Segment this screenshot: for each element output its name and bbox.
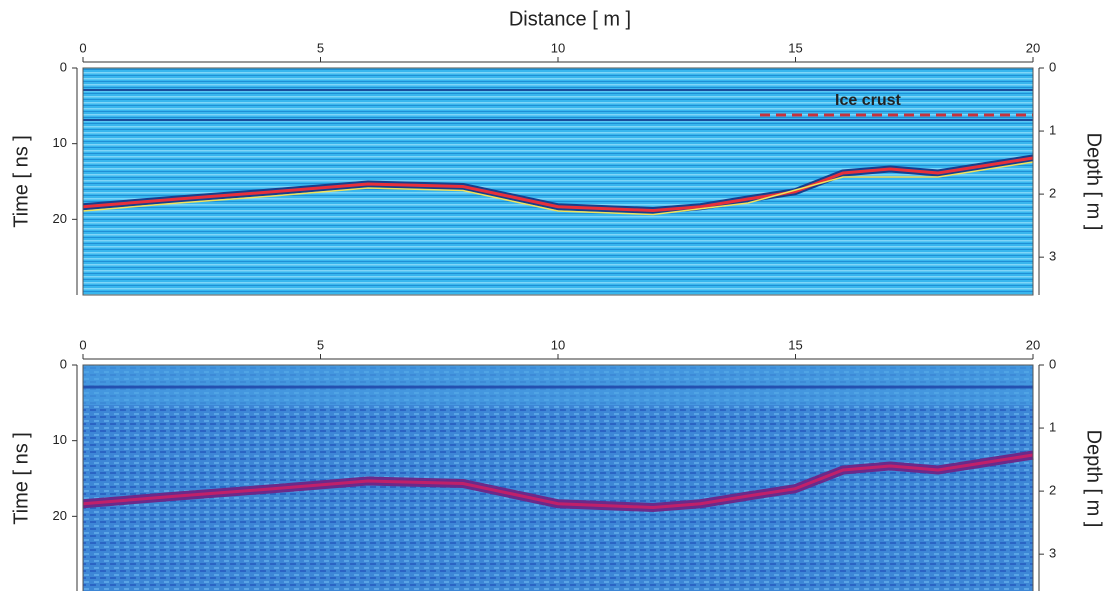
x-tick-label: 15: [788, 40, 802, 55]
y2-tick-label: 2: [1049, 186, 1056, 201]
y2-tick-label: 2: [1049, 483, 1056, 498]
x-tick-label: 10: [551, 40, 565, 55]
y2-tick-label: 3: [1049, 546, 1056, 561]
y-axis-title: Time [ ns ]: [10, 432, 32, 525]
x-axis-title: Distance [ m ]: [509, 8, 631, 30]
y-tick-label: 20: [53, 211, 67, 226]
y2-axis-title: Depth [ m ]: [1083, 430, 1105, 528]
x-tick-label: 5: [317, 40, 324, 55]
panel-background: [83, 365, 1033, 591]
y2-tick-label: 3: [1049, 249, 1056, 264]
y-tick-label: 10: [53, 432, 67, 447]
x-tick-label: 0: [79, 40, 86, 55]
y2-tick-label: 1: [1049, 122, 1056, 137]
y2-axis-title: Depth [ m ]: [1083, 133, 1105, 231]
x-tick-label: 20: [1026, 337, 1040, 352]
y-tick-label: 0: [60, 356, 67, 371]
y-tick-label: 20: [53, 508, 67, 523]
y2-tick-label: 1: [1049, 419, 1056, 434]
y-tick-label: 0: [60, 59, 67, 74]
y-axis-title: Time [ ns ]: [10, 135, 32, 228]
y2-tick-label: 0: [1049, 356, 1056, 371]
x-tick-label: 15: [788, 337, 802, 352]
y2-tick-label: 0: [1049, 59, 1056, 74]
annotation: Ice crust: [835, 92, 901, 109]
x-tick-label: 20: [1026, 40, 1040, 55]
figure: Ice crust Distance [ m ] 051015200102001…: [0, 0, 1114, 591]
x-tick-label: 5: [317, 337, 324, 352]
y-tick-label: 10: [53, 135, 67, 150]
x-tick-label: 10: [551, 337, 565, 352]
x-tick-label: 0: [79, 337, 86, 352]
